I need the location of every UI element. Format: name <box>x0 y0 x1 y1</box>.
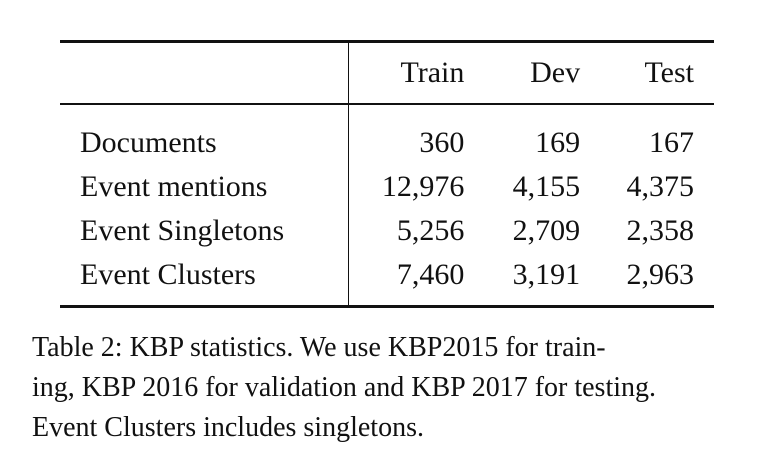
header-empty-cell <box>60 41 350 104</box>
table-row: Event mentions 12,976 4,155 4,375 <box>60 165 714 209</box>
table-row: Event Singletons 5,256 2,709 2,358 <box>60 209 714 253</box>
cell-train: 7,460 <box>396 258 465 291</box>
caption-line: Table 2: KBP statistics. We use KBP2015 … <box>32 332 606 363</box>
cell-test: 4,375 <box>626 170 695 203</box>
row-label: Documents <box>60 104 350 165</box>
header-dev: Dev <box>530 56 581 89</box>
cell-dev: 2,709 <box>512 214 581 247</box>
cell-test: 2,358 <box>626 214 695 247</box>
cell-test: 167 <box>649 126 694 159</box>
cell-dev: 4,155 <box>512 170 581 203</box>
table-header-row: Train Dev Test <box>60 41 714 104</box>
table-row: Documents 360 169 167 <box>60 104 714 165</box>
caption-line: ing, KBP 2016 for validation and KBP 201… <box>32 372 656 403</box>
row-label: Event Clusters <box>60 253 350 307</box>
cell-dev: 169 <box>535 126 581 159</box>
cell-dev: 3,191 <box>512 258 581 291</box>
header-test: Test <box>644 56 694 89</box>
header-train: Train <box>400 56 465 89</box>
caption-line: Event Clusters includes singletons. <box>32 412 424 443</box>
table-row: Event Clusters 7,460 3,191 2,963 <box>60 253 714 307</box>
stats-table-container: Train Dev Test Documents 360 169 167 Eve… <box>60 40 714 308</box>
cell-test: 2,963 <box>626 258 695 291</box>
kbp-statistics-table: Train Dev Test Documents 360 169 167 Eve… <box>60 40 714 308</box>
table-caption: Table 2: KBP statistics. We use KBP2015 … <box>32 328 748 448</box>
cell-train: 5,256 <box>396 214 465 247</box>
row-label: Event mentions <box>60 165 350 209</box>
cell-train: 12,976 <box>381 170 465 203</box>
cell-train: 360 <box>419 126 465 159</box>
row-label: Event Singletons <box>60 209 350 253</box>
